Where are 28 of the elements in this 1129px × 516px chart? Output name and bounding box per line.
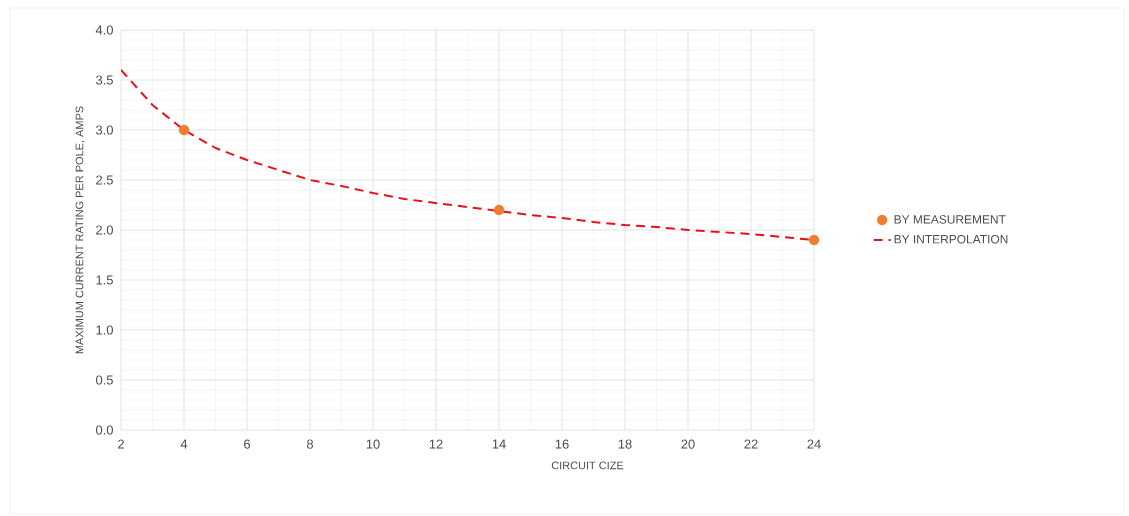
point bbox=[808, 234, 820, 246]
x-tick-label: 24 bbox=[807, 439, 821, 449]
y-tick-label: 1.5 bbox=[96, 275, 113, 285]
x-tick-label: 4 bbox=[180, 439, 188, 449]
x-tick-label: 6 bbox=[244, 439, 251, 449]
y-axis-title: MAXIMUM CURRENT RATING PER POLE, AMPS bbox=[75, 106, 85, 354]
y-tick-label: 2.5 bbox=[96, 175, 113, 185]
y-tick-label: 1.0 bbox=[96, 325, 113, 335]
legend-label: BY MEASUREMENT bbox=[894, 215, 1006, 224]
point bbox=[493, 204, 505, 216]
x-tick-label: 12 bbox=[429, 439, 443, 449]
x-tick-label: 22 bbox=[744, 439, 758, 449]
point bbox=[178, 124, 190, 136]
y-tick-label: 4.0 bbox=[95, 25, 113, 35]
x-tick-label: 10 bbox=[366, 439, 380, 449]
y-tick-label: 3.0 bbox=[95, 125, 113, 135]
x-axis-title: CIRCUIT CIZE bbox=[551, 461, 624, 470]
y-tick-label: 0.5 bbox=[95, 375, 113, 385]
x-tick-label: 8 bbox=[306, 439, 314, 449]
y-tick-label: 0.0 bbox=[95, 425, 113, 435]
y-tick-label: 3.5 bbox=[95, 75, 113, 85]
legend-label: BY INTERPOLATION bbox=[894, 234, 1008, 244]
x-tick-label: 16 bbox=[555, 439, 569, 449]
x-tick-label: 18 bbox=[618, 439, 632, 449]
x-tick-label: 2 bbox=[118, 439, 124, 449]
x-tick-label: 20 bbox=[681, 439, 695, 449]
y-tick-label: 2.0 bbox=[96, 225, 113, 235]
x-tick-label: 14 bbox=[492, 439, 506, 449]
